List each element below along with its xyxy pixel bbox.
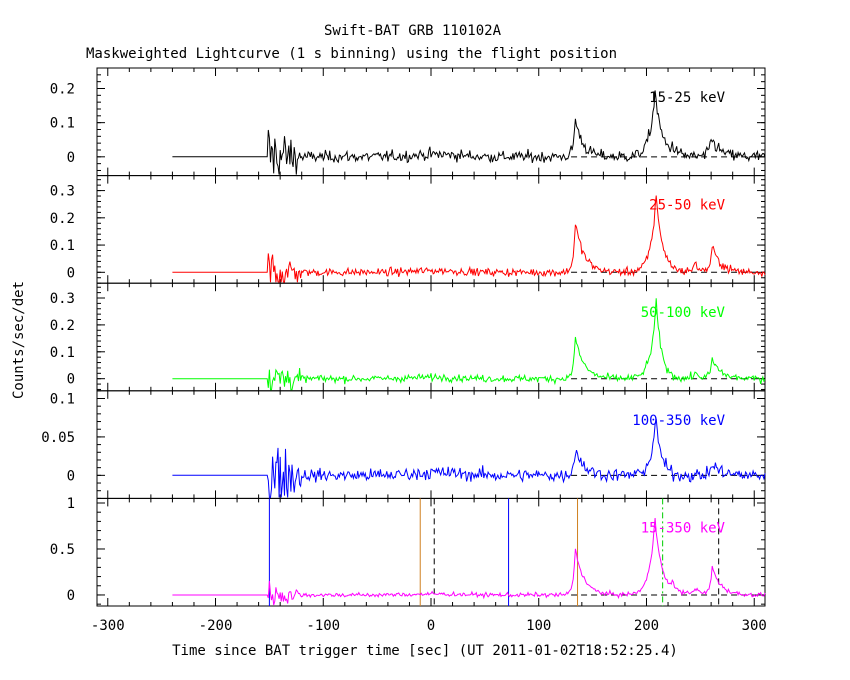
chart-title: Swift-BAT GRB 110102A	[324, 23, 502, 39]
y-tick-label: 0.3	[50, 184, 75, 200]
x-tick-label: 0	[427, 618, 435, 634]
panel-frame	[96, 390, 766, 499]
y-tick-label: 0.1	[50, 345, 75, 361]
y-tick-label: 0.5	[50, 542, 75, 558]
y-tick-label: 0	[67, 468, 75, 484]
energy-band-label: 15-25 keV	[649, 90, 725, 106]
x-tick-label: 200	[634, 618, 659, 634]
y-tick-label: 1	[67, 496, 75, 512]
x-tick-label: 300	[742, 618, 767, 634]
y-tick-label: 0	[67, 372, 75, 388]
panel-frame	[96, 175, 766, 284]
x-tick-label: -200	[199, 618, 233, 634]
x-axis-label: Time since BAT trigger time [sec] (UT 20…	[172, 643, 678, 659]
panel-4: 0 0.5 1 15-350 keV	[50, 496, 766, 607]
y-tick-label: 0	[67, 265, 75, 281]
y-tick-label: 0	[67, 588, 75, 604]
energy-band-label: 50-100 keV	[641, 305, 726, 321]
x-tick-label: -300	[91, 618, 125, 634]
panel-frame	[96, 497, 766, 607]
y-tick-label: 0.1	[50, 238, 75, 254]
lightcurve-series	[172, 195, 766, 283]
panel-0: 0 0.1 0.2 15-25 keV	[50, 67, 766, 177]
y-tick-label: 0.2	[50, 211, 75, 227]
lightcurve-series	[172, 90, 766, 175]
energy-band-label: 100-350 keV	[632, 413, 725, 429]
chart-subtitle: Maskweighted Lightcurve (1 s binning) us…	[86, 46, 618, 62]
x-tick-label: -100	[306, 618, 340, 634]
lightcurve-series	[172, 298, 766, 391]
lightcurve-series	[172, 518, 766, 606]
energy-band-label: 15-350 keV	[641, 520, 726, 536]
x-tick-label: 100	[526, 618, 551, 634]
y-axis-label: Counts/sec/det	[11, 281, 27, 399]
lightcurve-series	[172, 418, 766, 498]
panel-frame	[96, 67, 766, 177]
panel-3: 0 0.05 0.1 100-350 keV	[41, 390, 766, 499]
y-tick-label: 0.2	[50, 81, 75, 97]
y-tick-label: 0.1	[50, 116, 75, 132]
y-tick-label: 0	[67, 150, 75, 166]
energy-band-label: 25-50 keV	[649, 198, 725, 214]
y-tick-label: 0.3	[50, 291, 75, 307]
y-tick-label: 0.1	[50, 391, 75, 407]
y-tick-label: 0.05	[41, 430, 75, 446]
panel-1: 0 0.1 0.2 0.3 25-50 keV	[50, 175, 766, 284]
panel-2: 0 0.1 0.2 0.3 50-100 keV	[50, 282, 766, 392]
y-tick-label: 0.2	[50, 318, 75, 334]
